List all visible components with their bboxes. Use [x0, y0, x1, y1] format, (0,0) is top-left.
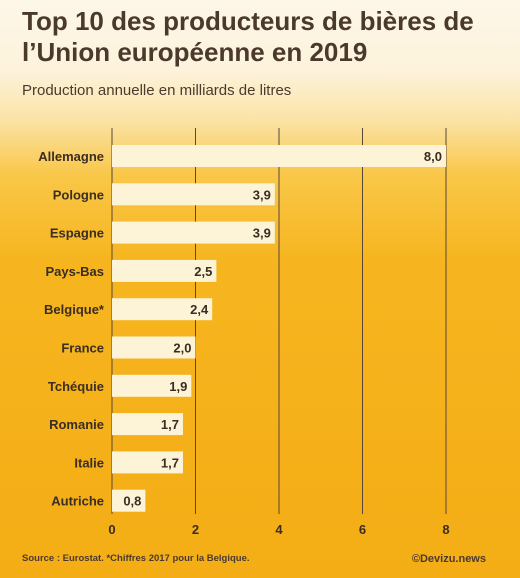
tick-label-4: 8: [442, 522, 449, 537]
category-label-9: Autriche: [51, 494, 104, 509]
chart-subtitle: Production annuelle en milliards de litr…: [22, 82, 292, 99]
bar-8: [112, 451, 183, 474]
tick-label-3: 6: [359, 522, 366, 537]
category-label-1: Pologne: [53, 187, 104, 202]
category-label-7: Romanie: [49, 417, 104, 432]
value-label-5: 2,0: [173, 341, 191, 356]
category-label-0: Allemagne: [38, 149, 104, 164]
value-label-3: 2,5: [194, 264, 212, 279]
category-label-2: Espagne: [50, 226, 104, 241]
value-label-0: 8,0: [424, 149, 442, 164]
tick-label-0: 0: [108, 522, 115, 537]
bar-3: [112, 259, 217, 282]
bar-4: [112, 298, 213, 321]
tick-label-2: 4: [275, 522, 283, 537]
value-label-2: 3,9: [253, 226, 271, 241]
value-label-7: 1,7: [161, 417, 179, 432]
category-label-8: Italie: [74, 455, 104, 470]
bar-1: [112, 183, 275, 206]
bar-0: [112, 145, 446, 167]
category-label-3: Pays-Bas: [45, 264, 104, 279]
tick-label-1: 2: [192, 522, 199, 537]
value-label-4: 2,4: [190, 302, 209, 317]
category-label-5: France: [61, 341, 104, 356]
bar-2: [112, 221, 275, 244]
bar-6: [112, 374, 192, 397]
bar-9: [112, 489, 146, 512]
credit-label: ©Devizu.news: [411, 553, 486, 565]
chart-title: Top 10 des producteurs de bières de l’Un…: [22, 6, 474, 67]
category-label-6: Tchéquie: [48, 379, 104, 394]
category-label-4: Belgique*: [44, 302, 105, 317]
bar-5: [112, 336, 196, 359]
value-label-9: 0,8: [123, 494, 141, 509]
value-label-1: 3,9: [253, 187, 271, 202]
value-label-6: 1,9: [169, 379, 187, 394]
value-label-8: 1,7: [161, 455, 179, 470]
source-note: Source : Eurostat. *Chiffres 2017 pour l…: [22, 553, 250, 564]
bar-7: [112, 413, 183, 436]
